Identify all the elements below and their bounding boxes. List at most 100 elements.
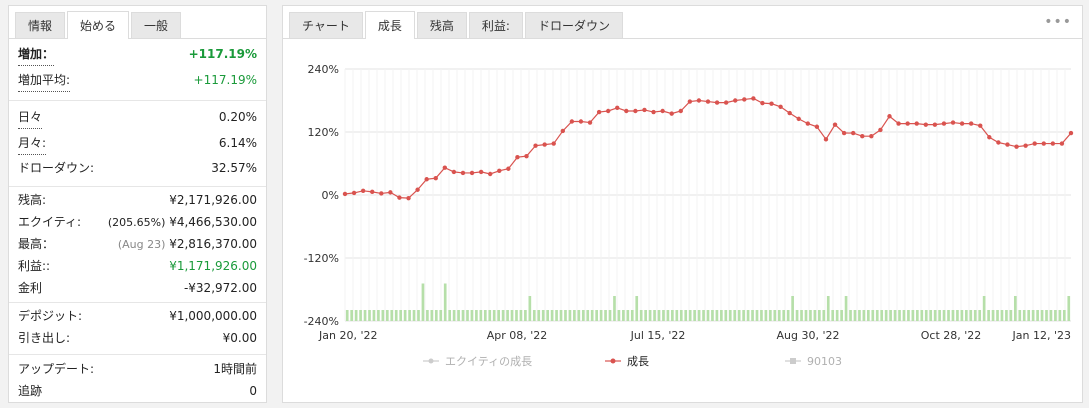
legend[interactable]: エクイティの成長 成長 90103 — [423, 355, 842, 368]
bar — [483, 310, 487, 321]
growth-point — [605, 108, 611, 114]
growth-point — [551, 141, 556, 146]
bar — [671, 310, 674, 321]
bar — [573, 310, 576, 321]
equity-value: ¥4,466,530.00 — [169, 215, 257, 229]
bar — [434, 310, 438, 321]
tab-start[interactable]: 始める — [67, 11, 130, 39]
tab-drawdown[interactable]: ドローダウン — [524, 12, 623, 38]
monthly-value: 6.14% — [218, 136, 257, 150]
bar — [813, 310, 817, 321]
abs-gain-row: 増加平均: +117.19% — [18, 69, 257, 92]
bar — [350, 310, 354, 321]
bar — [826, 296, 830, 321]
bar — [782, 310, 786, 321]
bar — [884, 310, 888, 321]
bar-series — [345, 283, 1071, 321]
bar — [595, 310, 598, 321]
drawdown-value: 32.57% — [211, 161, 257, 175]
bar — [622, 310, 625, 321]
bar — [608, 310, 612, 321]
tab-general[interactable]: 一般 — [131, 12, 182, 38]
tracking-row: 追跡 0 — [18, 380, 257, 402]
growth-point — [360, 188, 366, 193]
bar — [581, 310, 585, 321]
bar — [1036, 310, 1039, 321]
updated-value: 1時間前 — [213, 362, 257, 376]
growth-point — [996, 140, 1001, 145]
legend-marker — [790, 358, 796, 364]
tab-profit[interactable]: 利益: — [468, 12, 523, 38]
bar — [684, 310, 688, 321]
bar — [497, 310, 500, 321]
tab-balance[interactable]: 残高 — [416, 12, 467, 38]
growth-point — [760, 100, 765, 106]
growth-point — [1023, 143, 1028, 148]
growth-point — [896, 121, 901, 126]
growth-point — [478, 169, 484, 175]
bar — [524, 310, 527, 321]
bar — [973, 310, 977, 321]
deposits-value: ¥1,000,000.00 — [169, 309, 257, 323]
growth-point — [1005, 142, 1010, 147]
growth-point — [451, 169, 457, 175]
bar — [933, 310, 937, 321]
bar — [577, 310, 581, 321]
bar — [773, 310, 777, 321]
gain-label: 増加： — [18, 43, 55, 66]
bar — [911, 310, 915, 321]
updated-row: アップデート: 1時間前 — [18, 358, 257, 380]
bar — [978, 310, 982, 321]
growth-point — [587, 120, 593, 125]
growth-point — [714, 100, 720, 105]
bar — [938, 310, 941, 321]
x-tick-label: Aug 30, '22 — [777, 329, 840, 342]
interest-value: -¥32,972.00 — [183, 281, 257, 295]
tracking-label: 追跡 — [18, 384, 43, 398]
drawdown-row: ドローダウン: 32.57% — [18, 157, 257, 179]
tab-growth[interactable]: 成長 — [364, 11, 415, 39]
bar — [835, 310, 839, 321]
tab-chart[interactable]: チャート — [289, 12, 363, 38]
y-axis: 240% 120% 0% -120% -240% — [304, 63, 339, 328]
bar — [769, 310, 772, 321]
x-tick-label: Jan 20, '22 — [318, 329, 377, 342]
bar — [907, 310, 910, 321]
growth-point — [978, 123, 983, 128]
growth-point — [415, 187, 420, 192]
growth-point — [851, 130, 856, 136]
bar — [385, 310, 389, 321]
ellipsis-icon[interactable]: ••• — [1044, 14, 1072, 30]
y-tick-label: 240% — [308, 63, 339, 76]
y-tick-label: 0% — [322, 189, 339, 202]
bar — [394, 310, 398, 321]
bar — [377, 310, 380, 321]
bar — [693, 310, 696, 321]
bar — [1049, 310, 1053, 321]
growth-point — [1068, 130, 1074, 136]
bar — [688, 310, 692, 321]
growth-point — [832, 122, 838, 127]
bar — [960, 310, 964, 321]
bar — [590, 310, 594, 321]
bar — [791, 296, 794, 321]
bar — [452, 310, 456, 321]
growth-point — [642, 107, 647, 113]
bar — [987, 310, 990, 321]
bar — [501, 310, 505, 321]
growth-point — [669, 111, 674, 116]
bar — [720, 310, 723, 321]
tab-info[interactable]: 情報 — [15, 12, 66, 38]
bar — [737, 310, 741, 321]
bar — [898, 310, 901, 321]
balance-row: 残高: ¥2,171,926.00 — [18, 189, 257, 211]
x-tick-label: Jul 15, '22 — [630, 329, 686, 342]
divider — [9, 186, 266, 187]
growth-point — [796, 116, 801, 122]
bar — [929, 310, 933, 321]
interest-label: 金利 — [18, 281, 43, 295]
bar — [630, 310, 634, 321]
divider — [9, 354, 266, 355]
bar — [363, 310, 367, 321]
bar — [1045, 310, 1048, 321]
